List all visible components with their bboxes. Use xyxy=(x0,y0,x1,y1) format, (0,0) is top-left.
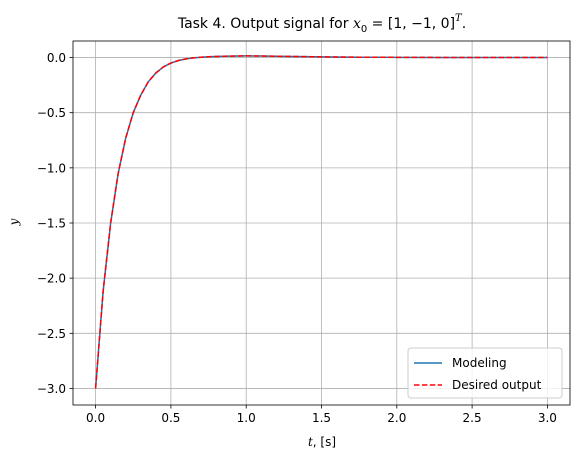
chart-title: Task 4. Output signal for x0 = [1, −1, 0… xyxy=(177,13,466,35)
y-tick-label: −3.0 xyxy=(37,382,66,396)
y-tick-label: −0.5 xyxy=(37,106,66,120)
ticks: 0.0 0.5 1.0 1.5 2.0 2.5 3.0 0.0 −0.5 −1.0 −1.5 −2.0… xyxy=(37,51,557,425)
x-tick-label: 1.5 xyxy=(312,411,331,425)
x-tick-label: 0.5 xyxy=(161,411,180,425)
y-tick-label: −1.0 xyxy=(37,161,66,175)
y-tick-label: 0.0 xyxy=(47,51,66,65)
x-tick-label: 2.5 xyxy=(463,411,482,425)
series-line-desired-output xyxy=(94,55,548,389)
series-lines xyxy=(94,55,548,389)
x-tick-label: 2.0 xyxy=(387,411,406,425)
legend: Modeling Desired output xyxy=(407,347,563,399)
legend-label-desired-output: Desired output xyxy=(452,378,542,392)
y-tick-label: −2.0 xyxy=(37,272,66,286)
legend-label-modeling: Modeling xyxy=(452,356,507,370)
grid-lines xyxy=(73,41,570,405)
x-tick-label: 3.0 xyxy=(538,411,557,425)
legend-box xyxy=(407,347,563,399)
x-tick-label: 0.0 xyxy=(86,411,105,425)
y-tick-label: −2.5 xyxy=(37,327,66,341)
x-axis-label: t, [s] xyxy=(308,435,336,449)
y-tick-label: −1.5 xyxy=(37,217,66,231)
x-tick-label: 1.0 xyxy=(237,411,256,425)
y-axis-label: y xyxy=(7,218,21,226)
